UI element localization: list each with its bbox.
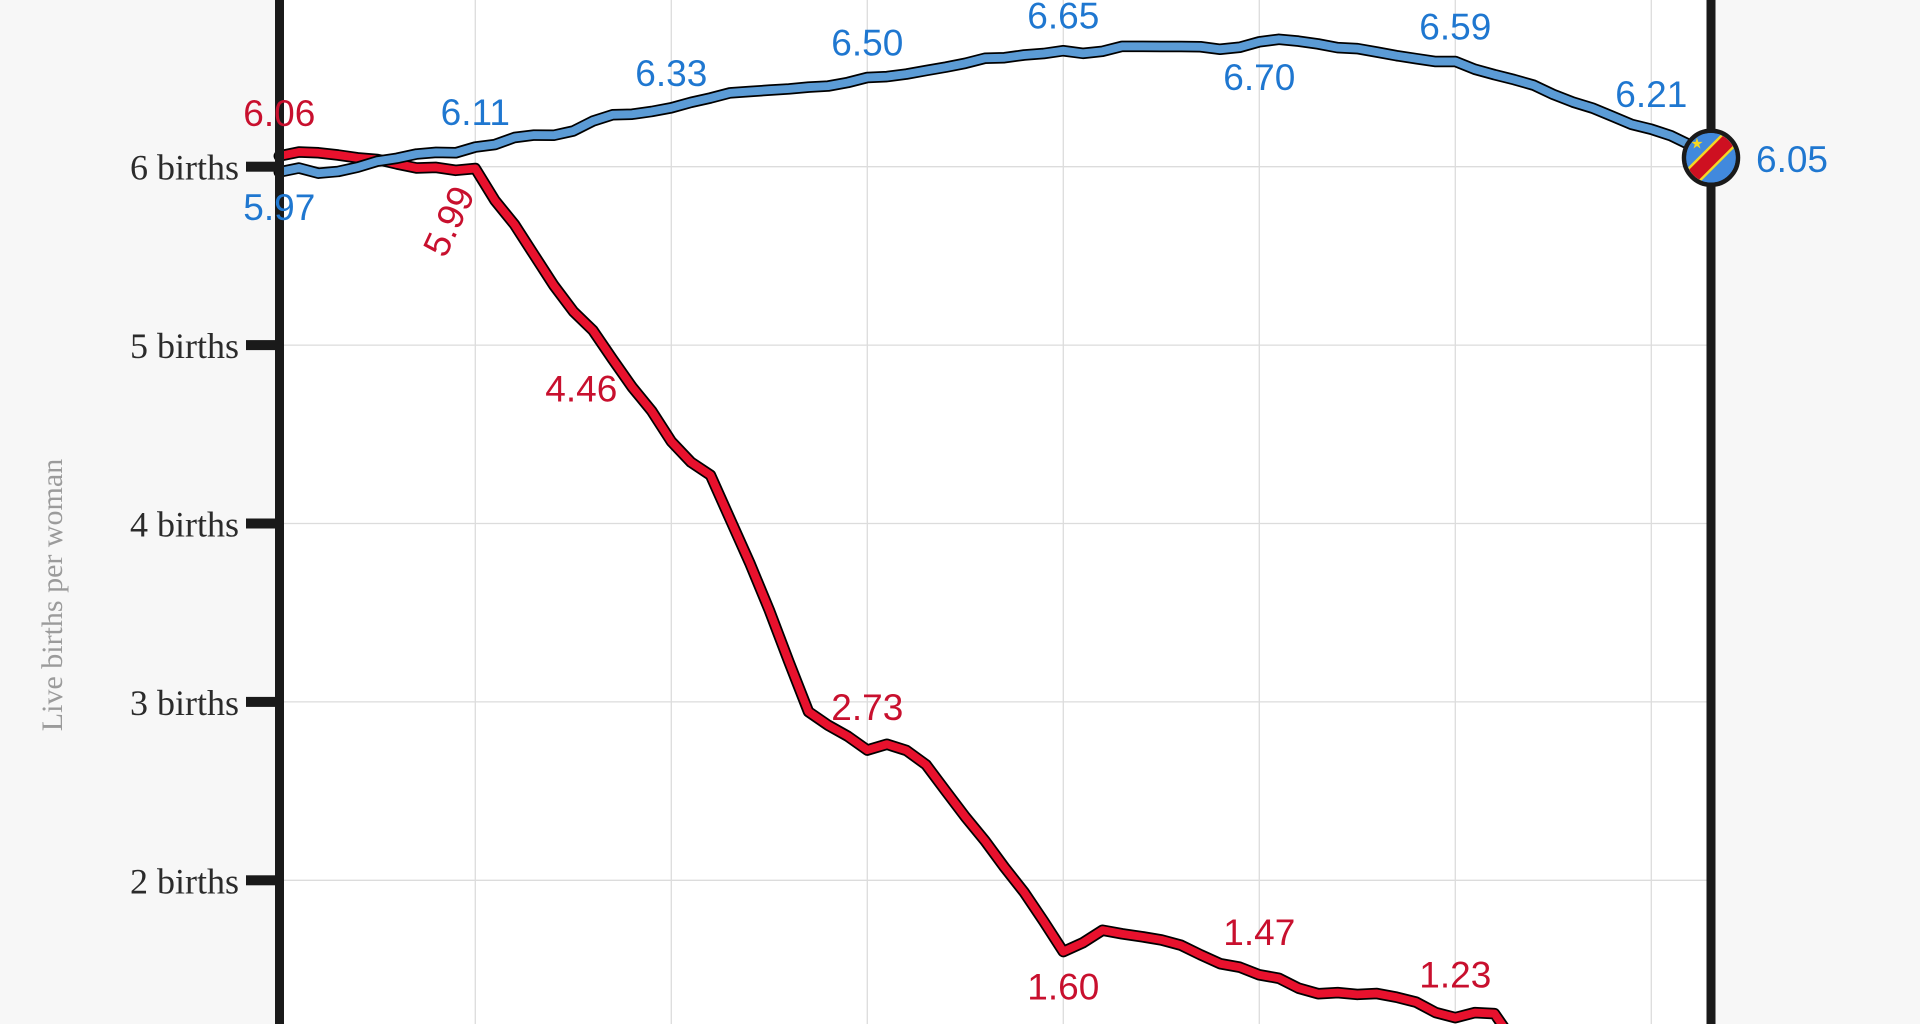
svg-text:4 births: 4 births [130,505,239,545]
svg-text:4.46: 4.46 [545,368,617,409]
svg-text:5 births: 5 births [130,326,239,366]
svg-text:6.05: 6.05 [1756,139,1828,180]
svg-text:6.21: 6.21 [1615,74,1687,115]
svg-text:6.50: 6.50 [831,23,903,64]
svg-text:6 births: 6 births [130,148,239,188]
svg-text:1.60: 1.60 [1027,967,1099,1008]
svg-text:2.73: 2.73 [831,687,903,728]
svg-text:1.23: 1.23 [1419,955,1491,996]
svg-text:5.97: 5.97 [243,187,315,228]
svg-text:6.11: 6.11 [441,92,510,133]
svg-text:6.33: 6.33 [635,53,707,94]
svg-text:6.70: 6.70 [1223,57,1295,98]
svg-text:Live births per woman: Live births per woman [36,459,69,731]
svg-text:2 births: 2 births [130,861,239,901]
svg-text:3 births: 3 births [130,683,239,723]
svg-text:6.06: 6.06 [243,93,315,134]
svg-text:6.65: 6.65 [1027,0,1099,37]
svg-text:1.47: 1.47 [1223,912,1295,953]
svg-text:6.59: 6.59 [1419,6,1491,47]
